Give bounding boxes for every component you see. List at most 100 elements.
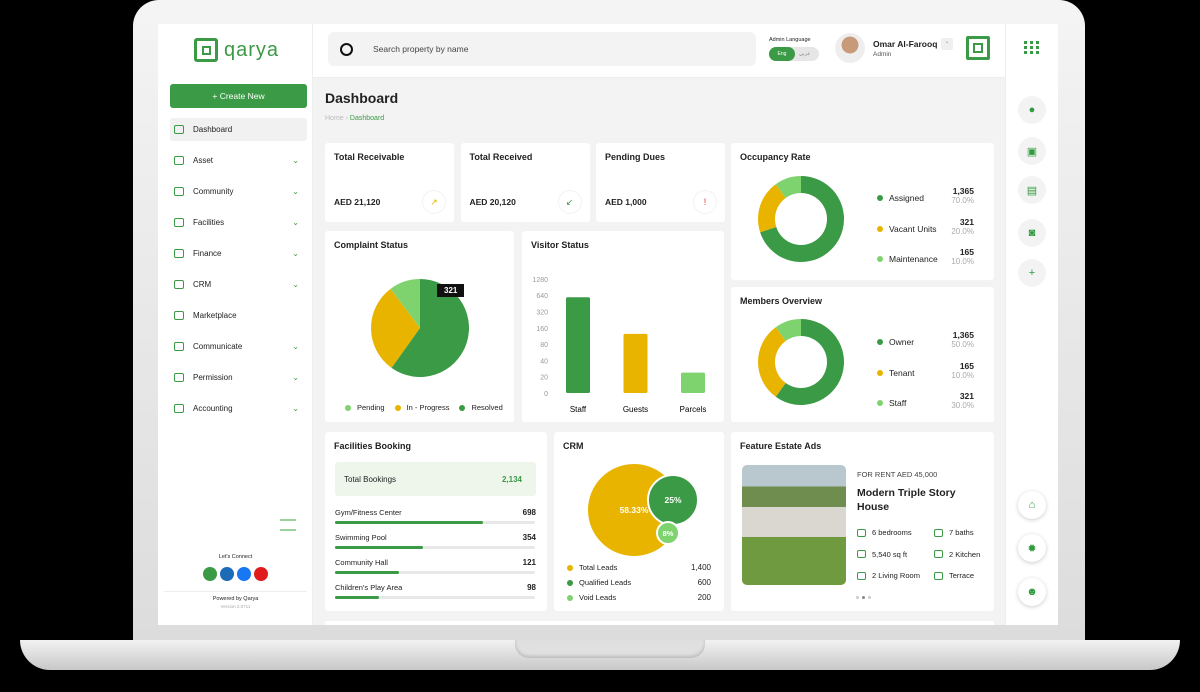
language-toggle[interactable]: Eng عربي	[769, 47, 819, 61]
whatsapp-icon[interactable]	[203, 567, 217, 581]
chevron-down-icon[interactable]: ⌄	[292, 156, 299, 165]
sidebar-item-crm[interactable]: CRM ⌄	[170, 273, 307, 296]
sidebar-item-facilities[interactable]: Facilities ⌄	[170, 211, 307, 234]
legend-item: Maintenance	[877, 254, 938, 264]
occupancy-title: Occupancy Rate	[740, 152, 811, 162]
legend-item: Tenant	[877, 368, 915, 378]
sidebar-item-accounting[interactable]: Accounting ⌄	[170, 397, 307, 420]
pie-slice-inprogress[interactable]	[371, 288, 420, 368]
bank-icon[interactable]: ⌂	[1018, 491, 1046, 519]
breadcrumb-home[interactable]: Home	[325, 115, 344, 122]
contacts-icon[interactable]: ◙	[1018, 219, 1046, 247]
sidebar-item-community[interactable]: Community ⌄	[170, 180, 307, 203]
ads-title: Feature Estate Ads	[740, 441, 822, 451]
pie-legend-item[interactable]: Resolved	[459, 403, 503, 412]
pie-legend-item[interactable]: Pending	[345, 403, 385, 412]
complaint-card: Complaint Status 321 Pending In - Progres…	[325, 231, 514, 422]
facility-label: Children's Play Area	[335, 583, 403, 592]
permission-icon	[174, 373, 184, 382]
crm-legend-item: Qualified Leads	[567, 578, 631, 587]
bell-icon[interactable]: ●	[1018, 96, 1046, 124]
y-tick-label: 640	[536, 293, 548, 300]
property-image[interactable]	[742, 465, 846, 585]
linkedin-icon[interactable]	[220, 567, 234, 581]
legend-value: 165	[959, 247, 974, 257]
bar-guests[interactable]	[623, 333, 648, 393]
legend-dot	[877, 339, 883, 345]
support-icon[interactable]: ▣	[1018, 137, 1046, 165]
pie-tooltip: 321	[437, 284, 465, 297]
chevron-down-icon[interactable]: ⌄	[292, 404, 299, 413]
breadcrumb: Home › Dashboard	[325, 115, 385, 122]
facilities-title: Facilities Booking	[334, 441, 412, 451]
avatar[interactable]	[835, 33, 865, 63]
create-new-button[interactable]: + Create New	[170, 84, 307, 108]
bot-icon[interactable]: ☻	[1018, 578, 1046, 606]
ad-feature: 5,540 sq ft	[857, 550, 907, 559]
settings-icon[interactable]: ✹	[1018, 534, 1046, 562]
calendar-icon[interactable]: ▤	[1018, 176, 1046, 204]
sidebar-item-asset[interactable]: Asset ⌄	[170, 149, 307, 172]
legend-value: 165	[959, 360, 974, 371]
logo[interactable]: qarya	[194, 38, 279, 62]
sidebar-item-permission[interactable]: Permission ⌄	[170, 366, 307, 389]
legend-label: Tenant	[889, 367, 915, 378]
carousel-dots[interactable]	[856, 596, 871, 599]
search-icon	[340, 42, 353, 56]
facility-value: 698	[522, 508, 536, 517]
legend-value: 321	[959, 391, 974, 401]
sidebar-item-label: Finance	[193, 249, 222, 258]
crm-legend-item: Void Leads	[567, 593, 616, 602]
ad-feature: Terrace	[934, 571, 974, 580]
chevron-down-icon[interactable]: ⌄	[292, 280, 299, 289]
pie-slice-pending[interactable]	[390, 279, 420, 328]
complaint-pie	[371, 279, 469, 377]
pie-legend-item[interactable]: In - Progress	[394, 403, 449, 412]
crm-legend-item: Total Leads	[567, 563, 617, 572]
chevron-down-icon[interactable]: ⌄	[292, 249, 299, 258]
chevron-down-icon[interactable]: ⌄	[292, 218, 299, 227]
user-menu-chevron-icon[interactable]: ⌄	[941, 38, 953, 50]
total-bookings-label: Total Bookings	[344, 475, 397, 484]
search-bar[interactable]: Search property by name	[328, 32, 756, 66]
add-icon[interactable]: +	[1018, 259, 1046, 287]
x-tick-label: Guests	[623, 405, 648, 414]
collapse-menu-icon[interactable]	[280, 519, 296, 531]
header: Search property by name Admin Language E…	[313, 24, 1005, 78]
crm-legend-value: 600	[697, 578, 711, 587]
legend-percent: 70.0%	[951, 196, 974, 205]
legend-percent: 50.0%	[951, 340, 974, 349]
ad-tag: FOR RENT AED 45,000	[857, 470, 938, 479]
bar-staff[interactable]	[566, 297, 590, 393]
y-tick-label: 40	[540, 358, 548, 365]
youtube-icon[interactable]	[254, 567, 268, 581]
legend-label: Maintenance	[889, 254, 938, 264]
sidebar-item-label: CRM	[193, 280, 212, 289]
chevron-down-icon[interactable]: ⌄	[292, 342, 299, 351]
facebook-icon[interactable]	[237, 567, 251, 581]
search-input[interactable]: Search property by name	[373, 44, 469, 54]
x-tick-label: Staff	[570, 405, 587, 414]
pie-slice-resolved[interactable]	[391, 279, 469, 377]
bar-parcels[interactable]	[681, 372, 705, 393]
ad-name[interactable]: Modern Triple Story House	[857, 487, 956, 513]
sidebar-item-communicate[interactable]: Communicate ⌄	[170, 335, 307, 358]
ad-feature: 2 Kitchen	[934, 550, 980, 559]
lang-arabic[interactable]: عربي	[799, 51, 811, 57]
lang-eng[interactable]: Eng	[769, 47, 795, 61]
crm-card: CRM 58.33% 25% 8% Total Leads 1,400 Qualif…	[554, 432, 724, 611]
visitor-card: Visitor Status 0 20 40 80 160 320 640 1280 Staff…	[522, 231, 724, 422]
apps-grid-icon[interactable]	[1024, 41, 1039, 54]
sidebar-item-finance[interactable]: Finance ⌄	[170, 242, 307, 265]
chevron-down-icon[interactable]: ⌄	[292, 187, 299, 196]
y-tick-label: 80	[540, 342, 548, 349]
stat-card: Total Receivable AED 21,120 ↗	[325, 143, 454, 222]
legend-dot	[877, 369, 883, 376]
ad-feature: 7 baths	[934, 528, 974, 537]
breadcrumb-current: Dashboard	[349, 115, 385, 122]
legend-dot	[877, 400, 883, 406]
sidebar-item-dashboard[interactable]: Dashboard	[170, 118, 307, 141]
sidebar-item-marketplace[interactable]: Marketplace	[170, 304, 307, 327]
chevron-down-icon[interactable]: ⌄	[292, 373, 299, 382]
stat-value: AED 1,000	[605, 197, 647, 207]
